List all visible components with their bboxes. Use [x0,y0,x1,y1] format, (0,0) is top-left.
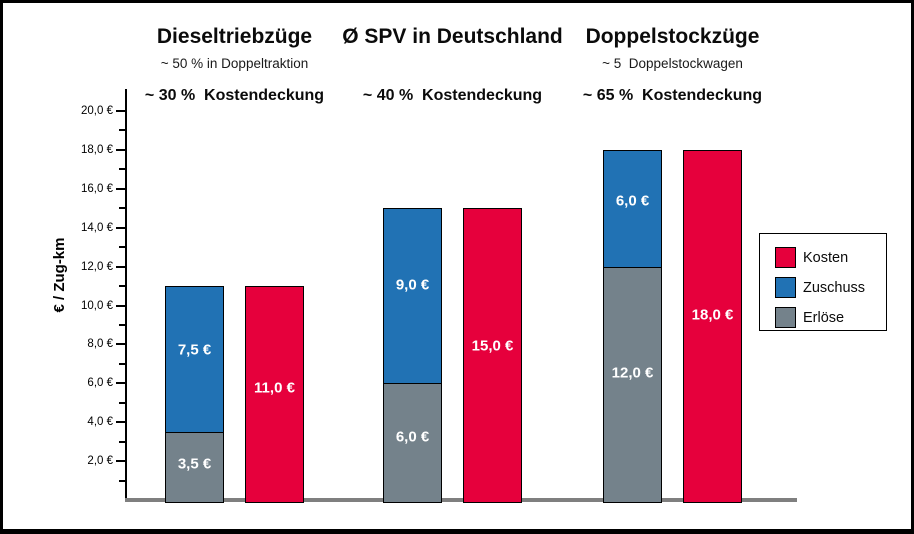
y-axis-tick-label: 16,0 € [81,182,113,195]
y-axis-minor-tick [119,129,127,132]
group-title: Doppelstockzüge [585,25,760,48]
zuschuss-segment [604,150,661,268]
zuschuss-swatch-icon [775,277,796,298]
x-baseline [125,498,797,502]
zuschuss-value-label: 9,0 € [395,276,430,294]
kosten-bar: 11,0 € [245,286,304,503]
y-axis-major-tick [116,343,127,346]
legend-label: Zuschuss [803,280,866,296]
group-subtitle: ~ 5 Doppelstockwagen [602,56,743,71]
y-axis-major-tick [116,265,127,268]
y-axis-minor-tick [119,246,127,249]
y-axis-major-tick [116,187,127,190]
y-axis-minor-tick [119,440,127,443]
y-axis-tick-label: 4,0 € [87,416,113,429]
y-axis-minor-tick [119,168,127,171]
group-title: Dieseltriebzüge [156,25,313,48]
y-axis-minor-tick [119,362,127,365]
y-axis-line [125,89,127,501]
zuschuss-segment [384,209,441,385]
zuschuss-segment [166,287,223,433]
erloese-value-label: 12,0 € [611,364,654,382]
y-axis-minor-tick [119,285,127,288]
group-subtitle: ~ 50 % in Doppeltraktion [160,56,309,71]
y-axis-tick-label: 20,0 € [81,105,113,117]
y-axis-major-tick [116,460,127,463]
group-coverage: ~ 65 % Kostendeckung [582,87,763,104]
erloese-value-label: 6,0 € [395,428,430,446]
kosten-bar: 15,0 € [463,208,522,503]
y-axis-minor-tick [119,323,127,326]
y-axis-tick-label: 18,0 € [81,143,113,156]
stacked-bar: 7,5 € 3,5 € [165,286,224,503]
zuschuss-value-label: 7,5 € [177,341,212,359]
zuschuss-value-label: 6,0 € [615,192,650,210]
group-coverage: ~ 40 % Kostendeckung [362,87,543,104]
erloese-swatch-icon [775,307,796,328]
y-axis-major-tick [116,421,127,424]
y-axis-minor-tick [119,479,127,482]
group-title: Ø SPV in Deutschland [342,25,563,48]
kosten-value-label: 15,0 € [471,337,514,355]
y-axis-tick-label: 2,0 € [87,455,113,468]
legend-label: Kosten [803,250,849,266]
group-coverage: ~ 30 % Kostendeckung [144,87,325,104]
kosten-value-label: 18,0 € [691,306,734,324]
y-axis-major-tick [116,382,127,385]
y-axis-major-tick [116,304,127,307]
kosten-swatch-icon [775,247,796,268]
y-axis-tick-label: 14,0 € [81,221,113,234]
y-axis-minor-tick [119,401,127,404]
stacked-bar: 6,0 € 12,0 € [603,149,662,503]
y-axis-major-tick [116,110,127,112]
y-axis-tick-label: 12,0 € [81,260,113,273]
y-axis-minor-tick [119,207,127,210]
legend-label: Erlöse [803,310,845,326]
y-axis-tick-label: 6,0 € [87,377,113,390]
kosten-value-label: 11,0 € [254,379,295,397]
kosten-bar: 18,0 € [683,149,742,503]
erloese-value-label: 3,5 € [177,455,212,473]
y-axis-tick-label: 10,0 € [81,299,113,312]
y-axis-major-tick [116,148,127,151]
y-axis-tick-label: 8,0 € [87,338,113,351]
legend: Kosten Zuschuss Erlöse [759,233,887,331]
stacked-bar: 9,0 € 6,0 € [383,208,442,503]
y-axis-major-tick [116,226,127,229]
